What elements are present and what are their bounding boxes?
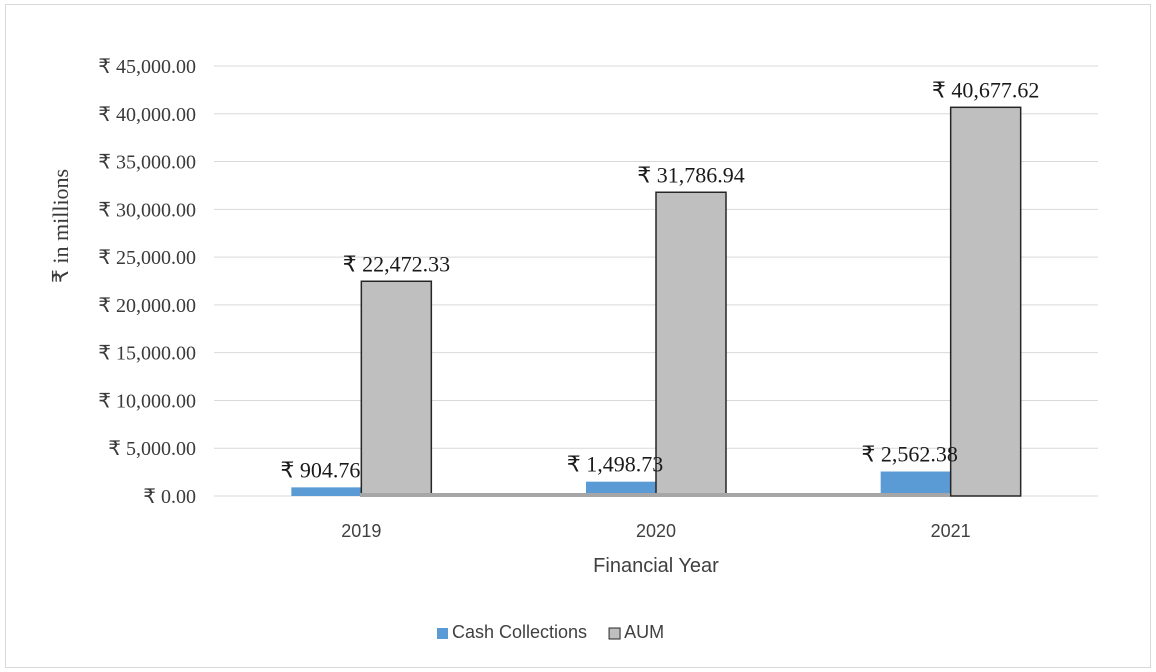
data-label: ₹ 22,472.33 [343,251,451,276]
legend-label: Cash Collections [452,622,587,642]
y-tick-label: ₹ 40,000.00 [98,104,196,126]
legend-swatch [437,628,448,639]
data-label: ₹ 2,562.38 [861,442,958,467]
legend-swatch [608,627,621,640]
x-tick-label: 2021 [931,521,971,541]
data-label: ₹ 1,498.73 [567,452,664,477]
y-axis-title: ₹ in millions [48,169,73,283]
x-axis-title: Financial Year [593,555,719,577]
y-tick-label: ₹ 5,000.00 [108,438,196,460]
y-tick-label: ₹ 15,000.00 [98,343,196,365]
bar-cash-collections [291,487,362,496]
x-tick-label: 2020 [636,521,676,541]
y-tick-label: ₹ 30,000.00 [98,199,196,221]
data-label: ₹ 31,786.94 [637,162,745,187]
bar-aum [360,280,433,497]
data-label: ₹ 904.76 [280,457,360,482]
x-axis-line [360,493,950,497]
y-tick-label: ₹ 0.00 [143,486,196,508]
y-tick-label: ₹ 20,000.00 [98,295,196,317]
y-tick-label: ₹ 25,000.00 [98,247,196,269]
y-tick-label: ₹ 45,000.00 [98,56,196,78]
x-tick-labels: 2019 2020 2021 [341,521,970,541]
x-tick-label: 2019 [341,521,381,541]
legend: Cash Collections AUM [437,622,664,642]
bar-aum [949,106,1022,497]
bar-aum [655,191,727,497]
data-label: ₹ 40,677.62 [932,77,1040,102]
y-tick-label: ₹ 10,000.00 [98,390,196,412]
legend-label: AUM [624,622,664,642]
data-labels: ₹ 904.76 ₹ 22,472.33 ₹ 1,498.73 ₹ 31,786.94… [280,77,1039,482]
bar-cash-collections [880,471,951,496]
bar-cash-collections [586,481,656,496]
y-tick-labels: ₹ 0.00 ₹ 5,000.00 ₹ 10,000.00 ₹ 15,000.00 ₹ … [98,56,196,508]
y-tick-label: ₹ 35,000.00 [98,152,196,174]
bars [291,106,1022,497]
